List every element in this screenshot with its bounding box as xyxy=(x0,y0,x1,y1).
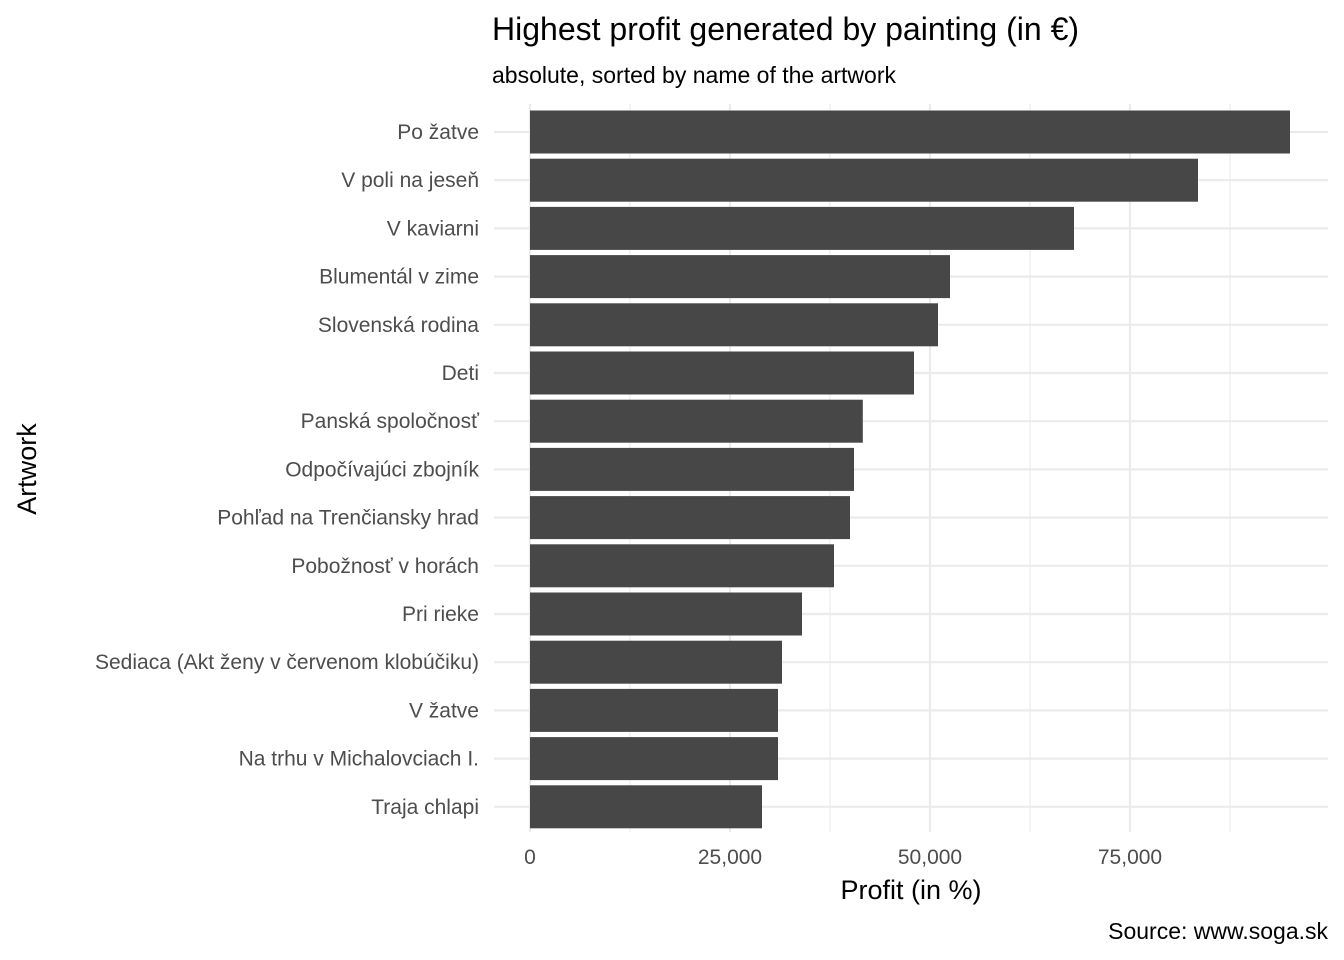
category-label: Po žatve xyxy=(397,121,479,144)
bar xyxy=(530,255,950,299)
chart-subtitle: absolute, sorted by name of the artwork xyxy=(492,62,896,88)
x-tick-label: 75,000 xyxy=(1098,846,1162,869)
category-label: Panská spoločnosť xyxy=(301,410,480,433)
chart-caption: Source: www.soga.sk xyxy=(1108,918,1328,944)
x-tick-label: 25,000 xyxy=(698,846,762,869)
category-label: Pohľad na Trenčiansky hrad xyxy=(217,507,479,530)
category-label: Slovenská rodina xyxy=(318,314,479,337)
chart-title: Highest profit generated by painting (in… xyxy=(492,11,1079,47)
y-axis-title: Artwork xyxy=(12,423,42,515)
bar xyxy=(530,592,802,636)
category-label: Blumentál v zime xyxy=(319,266,479,289)
category-label: Traja chlapi xyxy=(371,796,479,819)
category-label: Pri rieke xyxy=(402,603,479,626)
bar xyxy=(530,785,762,829)
bar xyxy=(530,303,938,347)
x-axis-title: Profit (in %) xyxy=(840,875,981,905)
x-tick-labels: 0 25,000 50,000 75,000 xyxy=(524,846,1162,869)
category-label: Deti xyxy=(442,362,479,385)
x-tick-label: 50,000 xyxy=(898,846,962,869)
bar xyxy=(530,447,854,491)
bar xyxy=(530,496,850,540)
category-label: V kaviarni xyxy=(387,217,479,240)
bar xyxy=(530,640,782,684)
category-label: Na trhu v Michalovciach I. xyxy=(239,748,479,771)
bars xyxy=(530,110,1290,829)
category-label: V poli na jeseň xyxy=(341,169,479,192)
category-label: Pobožnosť v horách xyxy=(291,555,479,578)
category-label: Sediaca (Akt ženy v červenom klobúčiku) xyxy=(95,651,479,674)
category-label: Odpočívajúci zbojník xyxy=(285,458,479,481)
bar xyxy=(530,688,778,732)
bar xyxy=(530,351,914,395)
bar xyxy=(530,544,834,588)
category-labels: Po žatve V poli na jeseň V kaviarni Blument… xyxy=(95,121,480,819)
bar xyxy=(530,399,863,443)
bar xyxy=(530,158,1198,202)
bar xyxy=(530,110,1290,154)
category-label: V žatve xyxy=(409,699,479,722)
bar xyxy=(530,737,778,781)
bar xyxy=(530,206,1074,250)
x-tick-label: 0 xyxy=(524,846,536,869)
